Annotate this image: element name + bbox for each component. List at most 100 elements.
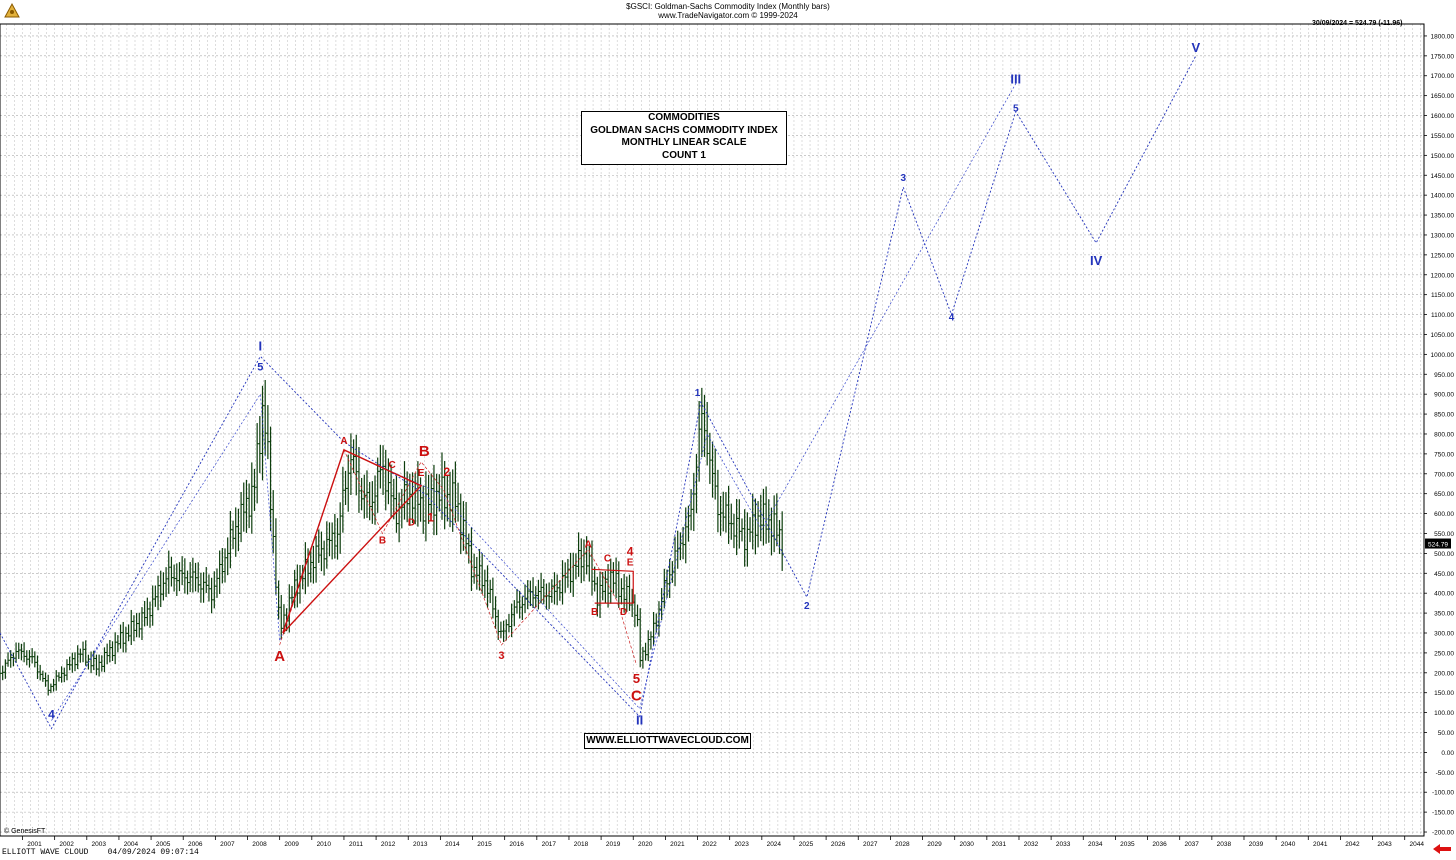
price-bar	[188, 562, 192, 593]
price-bar	[424, 471, 428, 542]
wave-label: 5	[633, 671, 640, 686]
price-bar	[772, 495, 776, 553]
price-bar	[692, 472, 696, 532]
y-tick-label: 1500.00	[1431, 153, 1455, 160]
price-bar	[601, 571, 605, 601]
price-bar	[552, 572, 556, 605]
x-tick-label: 2024	[767, 841, 782, 848]
price-bar	[435, 473, 439, 536]
price-bar	[314, 535, 318, 583]
wave-label: I	[259, 338, 263, 353]
x-tick-label: 2038	[1217, 841, 1232, 848]
x-tick-label: 2019	[606, 841, 621, 848]
price-bar	[354, 434, 358, 496]
wave-label: 3	[498, 650, 504, 662]
x-tick-label: 2021	[670, 841, 685, 848]
price-bar	[577, 532, 581, 577]
wave-label: C	[631, 688, 642, 705]
x-tick-label: 2001	[27, 841, 42, 848]
y-tick-label: 600.00	[1434, 511, 1454, 518]
chart-series	[0, 379, 784, 696]
price-bar	[507, 613, 511, 633]
price-bar	[641, 646, 645, 669]
price-bar	[536, 579, 540, 610]
x-tick-label: 2032	[1024, 841, 1039, 848]
x-tick-label: 2035	[1120, 841, 1135, 848]
price-bar	[183, 558, 187, 594]
y-tick-label: 1100.00	[1431, 312, 1454, 319]
price-bar	[30, 648, 34, 664]
x-tick-label: 2027	[863, 841, 878, 848]
price-bar	[456, 482, 460, 522]
price-bar	[499, 621, 503, 639]
price-bar	[22, 642, 26, 663]
price-bar	[330, 522, 334, 560]
red-wave-path	[279, 448, 637, 665]
price-bar	[194, 562, 198, 592]
price-bar	[539, 572, 543, 604]
price-bar	[419, 477, 423, 522]
x-tick-label: 2041	[1313, 841, 1328, 848]
wave-label: 1	[695, 388, 701, 399]
price-bar	[676, 530, 680, 569]
red-triangle-2	[591, 568, 634, 604]
price-bar	[617, 561, 621, 609]
price-bar	[561, 560, 565, 605]
price-bar	[97, 654, 101, 677]
price-bar	[25, 650, 29, 666]
y-tick-label: 350.00	[1434, 611, 1454, 618]
y-tick-label: 1750.00	[1431, 53, 1455, 60]
price-bar	[143, 600, 147, 627]
price-bar	[579, 538, 583, 584]
x-tick-label: 2040	[1281, 841, 1296, 848]
price-bar	[175, 563, 179, 596]
y-tick-label: 1550.00	[1431, 133, 1455, 140]
price-bar	[745, 512, 749, 567]
x-tick-label: 2011	[349, 841, 363, 848]
x-tick-label: 2002	[59, 841, 74, 848]
price-bar	[598, 571, 602, 619]
info-box: COMMODITIES GOLDMAN SACHS COMMODITY INDE…	[581, 111, 787, 165]
price-bar	[0, 666, 2, 678]
footer-stamp: ELLIOTT WAVE CLOUD 04/09/2024 09:07:14	[2, 848, 199, 857]
price-bar	[41, 670, 45, 682]
scroll-left-arrow-icon[interactable]	[1432, 842, 1452, 854]
price-bar	[1, 665, 5, 681]
y-tick-label: 1200.00	[1431, 272, 1455, 279]
price-bar	[737, 499, 741, 549]
blue-wave-projection	[0, 55, 1197, 730]
x-tick-label: 2016	[509, 841, 524, 848]
price-bar	[102, 647, 106, 673]
info-line: COUNT 1	[662, 149, 706, 161]
y-tick-label: 1450.00	[1431, 173, 1455, 180]
price-bar	[57, 672, 61, 682]
wave-label: A	[585, 539, 592, 550]
price-bar	[327, 522, 331, 557]
price-bar	[660, 588, 664, 621]
y-tick-label: 1000.00	[1431, 352, 1455, 359]
info-line: COMMODITIES	[648, 112, 720, 123]
price-bar	[311, 545, 315, 584]
x-tick-label: 2033	[1056, 841, 1071, 848]
y-tick-label: 200.00	[1434, 670, 1454, 677]
price-bar	[250, 462, 254, 534]
x-tick-label: 2025	[799, 841, 814, 848]
price-bar	[199, 572, 203, 603]
price-bar	[266, 405, 270, 460]
price-bar	[732, 513, 736, 549]
price-bar	[6, 652, 10, 667]
wave-label: 4	[949, 313, 955, 324]
wave-label: III	[1010, 72, 1021, 87]
price-bar	[394, 475, 398, 533]
price-bar	[239, 491, 243, 543]
red-triangle	[282, 448, 423, 634]
y-tick-label: 1150.00	[1431, 292, 1454, 299]
price-bar	[94, 654, 98, 676]
x-tick-label: 2009	[284, 841, 299, 848]
wave-label: 5	[257, 361, 263, 373]
price-bar	[33, 651, 37, 668]
y-tick-label: 1050.00	[1431, 332, 1455, 339]
price-bar	[593, 566, 597, 592]
price-bar	[108, 640, 112, 663]
